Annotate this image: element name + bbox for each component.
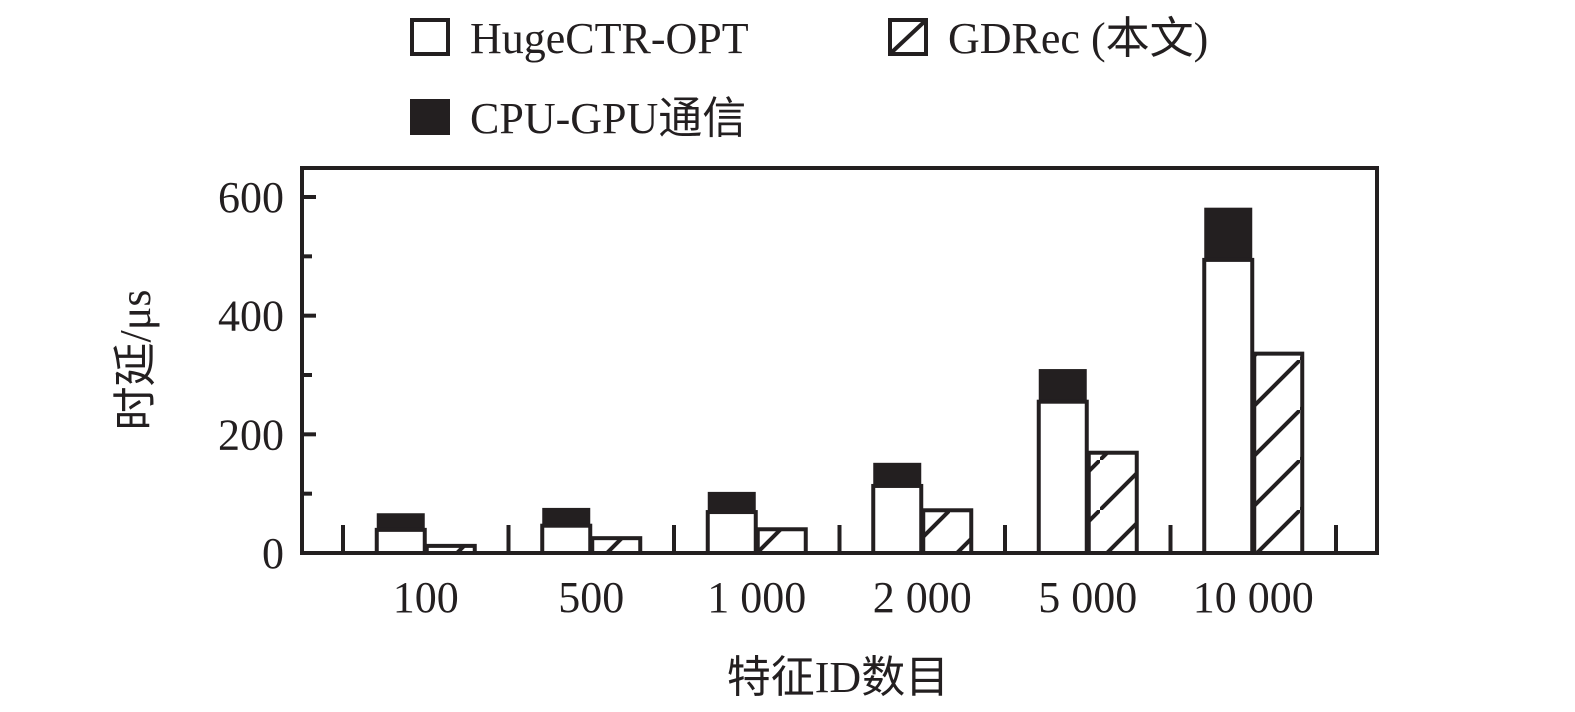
bar-gdrec: [921, 508, 974, 555]
bar-cpu-gpu-comm: [707, 491, 756, 513]
legend-label-gdrec: GDRec (本文): [948, 14, 1208, 63]
y-tick-label: 200: [218, 410, 284, 459]
bar-cpu-gpu-comm: [873, 462, 922, 486]
legend-swatch-gdrec-hatch: [890, 20, 926, 54]
bar-gdrec: [1252, 351, 1305, 556]
bar-hugectr-opt: [1036, 399, 1089, 556]
bar-hugectr-opt: [374, 527, 427, 555]
x-tick-label: 100: [393, 573, 459, 622]
bar-hugectr-opt: [540, 523, 593, 555]
bar-gdrec: [1086, 450, 1139, 555]
x-axis-label: 特征ID数目: [727, 653, 949, 702]
bar-hugectr-opt: [871, 483, 924, 556]
bar-gdrec: [590, 536, 643, 556]
bar-hugectr-opt: [1202, 257, 1255, 555]
x-tick-label: 1 000: [707, 573, 806, 622]
legend-swatch-hugectr: [410, 18, 450, 56]
bar-cpu-gpu-comm: [1038, 369, 1087, 402]
legend-label-cpu-gpu: CPU-GPU通信: [470, 94, 746, 143]
legend-swatch-cpu-gpu: [410, 99, 450, 135]
bar-cpu-gpu-comm: [1204, 207, 1253, 260]
x-tick-label: 10 000: [1193, 573, 1314, 622]
bar-gdrec: [755, 527, 808, 555]
legend: HugeCTR-OPT GDRec (本文) CPU-GPU通信: [410, 14, 1208, 143]
y-tick-label: 400: [218, 292, 284, 341]
bars: [374, 207, 1305, 556]
bar-cpu-gpu-comm: [542, 507, 591, 526]
x-tick-label: 500: [558, 573, 624, 622]
y-tick-label: 0: [262, 529, 284, 578]
x-axis: 100 500 1 000 2 000 5 000 10 000: [341, 525, 1338, 622]
bar-hugectr-opt: [705, 510, 758, 555]
bar-cpu-gpu-comm: [376, 513, 425, 530]
x-tick-label: 5 000: [1038, 573, 1137, 622]
y-axis: 0 200 400 600: [218, 173, 316, 578]
legend-label-hugectr: HugeCTR-OPT: [470, 14, 749, 63]
x-tick-label: 2 000: [873, 573, 972, 622]
y-tick-label: 600: [218, 173, 284, 222]
y-axis-label: 时延/μs: [111, 290, 160, 431]
bar-gdrec: [424, 543, 477, 556]
